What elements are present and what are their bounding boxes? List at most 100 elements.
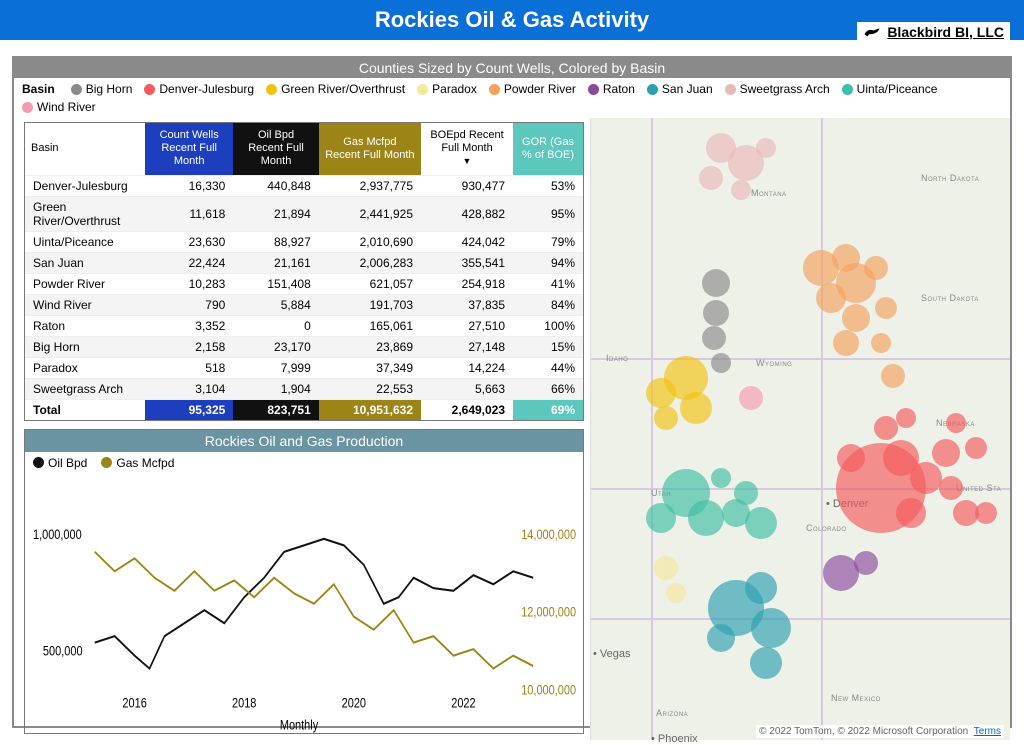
county-bubble[interactable] (707, 624, 735, 652)
total-cell: 69% (513, 399, 583, 420)
state-label: Arizona (656, 708, 688, 718)
y2-tick: 14,000,000 (521, 525, 576, 542)
row-value: 2,006,283 (319, 252, 421, 273)
terms-link[interactable]: Terms (974, 726, 1001, 737)
county-bubble[interactable] (666, 583, 686, 603)
state-label: North Dakota (921, 173, 979, 183)
county-bubble[interactable] (896, 498, 926, 528)
y2-tick: 12,000,000 (521, 603, 576, 620)
county-bubble[interactable] (711, 353, 731, 373)
table-row[interactable]: Denver-Julesburg16,330440,8482,937,77593… (25, 175, 583, 196)
county-bubble[interactable] (699, 166, 723, 190)
legend-item[interactable]: Green River/Overthrust (266, 82, 405, 96)
county-bubble[interactable] (932, 439, 960, 467)
county-bubble[interactable] (751, 608, 791, 648)
frame-title: Counties Sized by Count Wells, Colored b… (14, 58, 1010, 78)
county-bubble[interactable] (833, 330, 859, 356)
col-header[interactable]: Gas Mcfpd Recent Full Month (319, 123, 421, 175)
legend-text: Sweetgrass Arch (740, 82, 830, 96)
row-value: 2,158 (145, 336, 233, 357)
col-header[interactable]: Basin (25, 123, 145, 175)
table-row[interactable]: Sweetgrass Arch3,1041,90422,5535,66366% (25, 378, 583, 399)
county-bubble[interactable] (816, 283, 846, 313)
county-bubble[interactable] (874, 416, 898, 440)
county-bubble[interactable] (842, 304, 870, 332)
row-basin-name: Uinta/Piceance (25, 231, 145, 252)
county-bubble[interactable] (881, 364, 905, 388)
legend-item[interactable]: Big Horn (71, 82, 133, 96)
county-bubble[interactable] (910, 462, 942, 494)
brand-link[interactable]: Blackbird BI, LLC (857, 22, 1010, 42)
county-bubble[interactable] (646, 378, 676, 408)
table-row[interactable]: Green River/Overthrust11,61821,8942,441,… (25, 196, 583, 231)
legend-item[interactable]: Powder River (489, 82, 576, 96)
report-frame: Counties Sized by Count Wells, Colored b… (12, 56, 1012, 728)
county-bubble[interactable] (896, 408, 916, 428)
county-bubble[interactable] (688, 500, 724, 536)
legend-swatch (266, 84, 277, 95)
row-value: 100% (513, 315, 583, 336)
table-row[interactable]: Paradox5187,99937,34914,22444% (25, 357, 583, 378)
row-value: 11,618 (145, 196, 233, 231)
county-bubble[interactable] (680, 392, 712, 424)
row-value: 5,884 (233, 294, 318, 315)
legend-item[interactable]: Raton (588, 82, 635, 96)
county-bubble[interactable] (864, 256, 888, 280)
state-label: Wyoming (756, 358, 792, 368)
legend-item[interactable]: Denver-Julesburg (144, 82, 254, 96)
table-body: Denver-Julesburg16,330440,8482,937,77593… (25, 175, 583, 420)
table-row[interactable]: Powder River10,283151,408621,057254,9184… (25, 273, 583, 294)
legend-item[interactable]: Uinta/Piceance (842, 82, 938, 96)
county-bubble[interactable] (946, 413, 966, 433)
row-value: 66% (513, 378, 583, 399)
col-header[interactable]: Oil Bpd Recent Full Month (233, 123, 318, 175)
county-bubble[interactable] (837, 444, 865, 472)
chart-legend-item[interactable]: Gas Mcfpd (101, 456, 174, 470)
basin-table: BasinCount Wells Recent Full MonthOil Bp… (24, 122, 584, 421)
row-value: 10,283 (145, 273, 233, 294)
legend-swatch (489, 84, 500, 95)
table-row[interactable]: Uinta/Piceance23,63088,9272,010,690424,0… (25, 231, 583, 252)
total-cell: 10,951,632 (319, 399, 421, 420)
table-row[interactable]: Raton3,3520165,06127,510100% (25, 315, 583, 336)
county-bubble[interactable] (739, 386, 763, 410)
county-bubble[interactable] (646, 503, 676, 533)
chart-legend-item[interactable]: Oil Bpd (33, 456, 87, 470)
col-header[interactable]: Count Wells Recent Full Month (145, 123, 233, 175)
row-value: 424,042 (421, 231, 513, 252)
county-bubble[interactable] (703, 300, 729, 326)
county-bubble[interactable] (745, 507, 777, 539)
county-bubble[interactable] (711, 468, 731, 488)
table-row[interactable]: Wind River7905,884191,70337,83584% (25, 294, 583, 315)
legend-swatch (842, 84, 853, 95)
county-bubble[interactable] (745, 572, 777, 604)
chart-legend: Oil Bpd Gas Mcfpd (25, 452, 583, 474)
legend-item[interactable]: Sweetgrass Arch (725, 82, 830, 96)
legend-item[interactable]: San Juan (647, 82, 713, 96)
county-bubble[interactable] (750, 647, 782, 679)
row-value: 2,441,925 (319, 196, 421, 231)
legend-item[interactable]: Wind River (22, 100, 96, 114)
county-bubble[interactable] (939, 476, 963, 500)
county-bubble[interactable] (854, 551, 878, 575)
county-bubble[interactable] (654, 556, 678, 580)
county-bubble[interactable] (654, 406, 678, 430)
col-header[interactable]: BOEpd Recent Full Month▼ (421, 123, 513, 175)
county-bubble[interactable] (734, 481, 758, 505)
map-panel[interactable]: MontanaNorth DakotaSouth DakotaIdahoWyom… (590, 118, 1010, 740)
county-bubble[interactable] (975, 502, 997, 524)
table-row[interactable]: Big Horn2,15823,17023,86927,14815% (25, 336, 583, 357)
row-value: 44% (513, 357, 583, 378)
legend-item[interactable]: Paradox (417, 82, 477, 96)
table-row[interactable]: San Juan22,42421,1612,006,283355,54194% (25, 252, 583, 273)
county-bubble[interactable] (702, 326, 726, 350)
col-header[interactable]: GOR (Gas % of BOE) (513, 123, 583, 175)
county-bubble[interactable] (731, 180, 751, 200)
county-bubble[interactable] (756, 138, 776, 158)
county-bubble[interactable] (702, 269, 730, 297)
header: Rockies Oil & Gas Activity Blackbird BI,… (0, 0, 1024, 40)
county-bubble[interactable] (871, 333, 891, 353)
county-bubble[interactable] (965, 437, 987, 459)
county-bubble[interactable] (875, 297, 897, 319)
row-basin-name: Green River/Overthrust (25, 196, 145, 231)
